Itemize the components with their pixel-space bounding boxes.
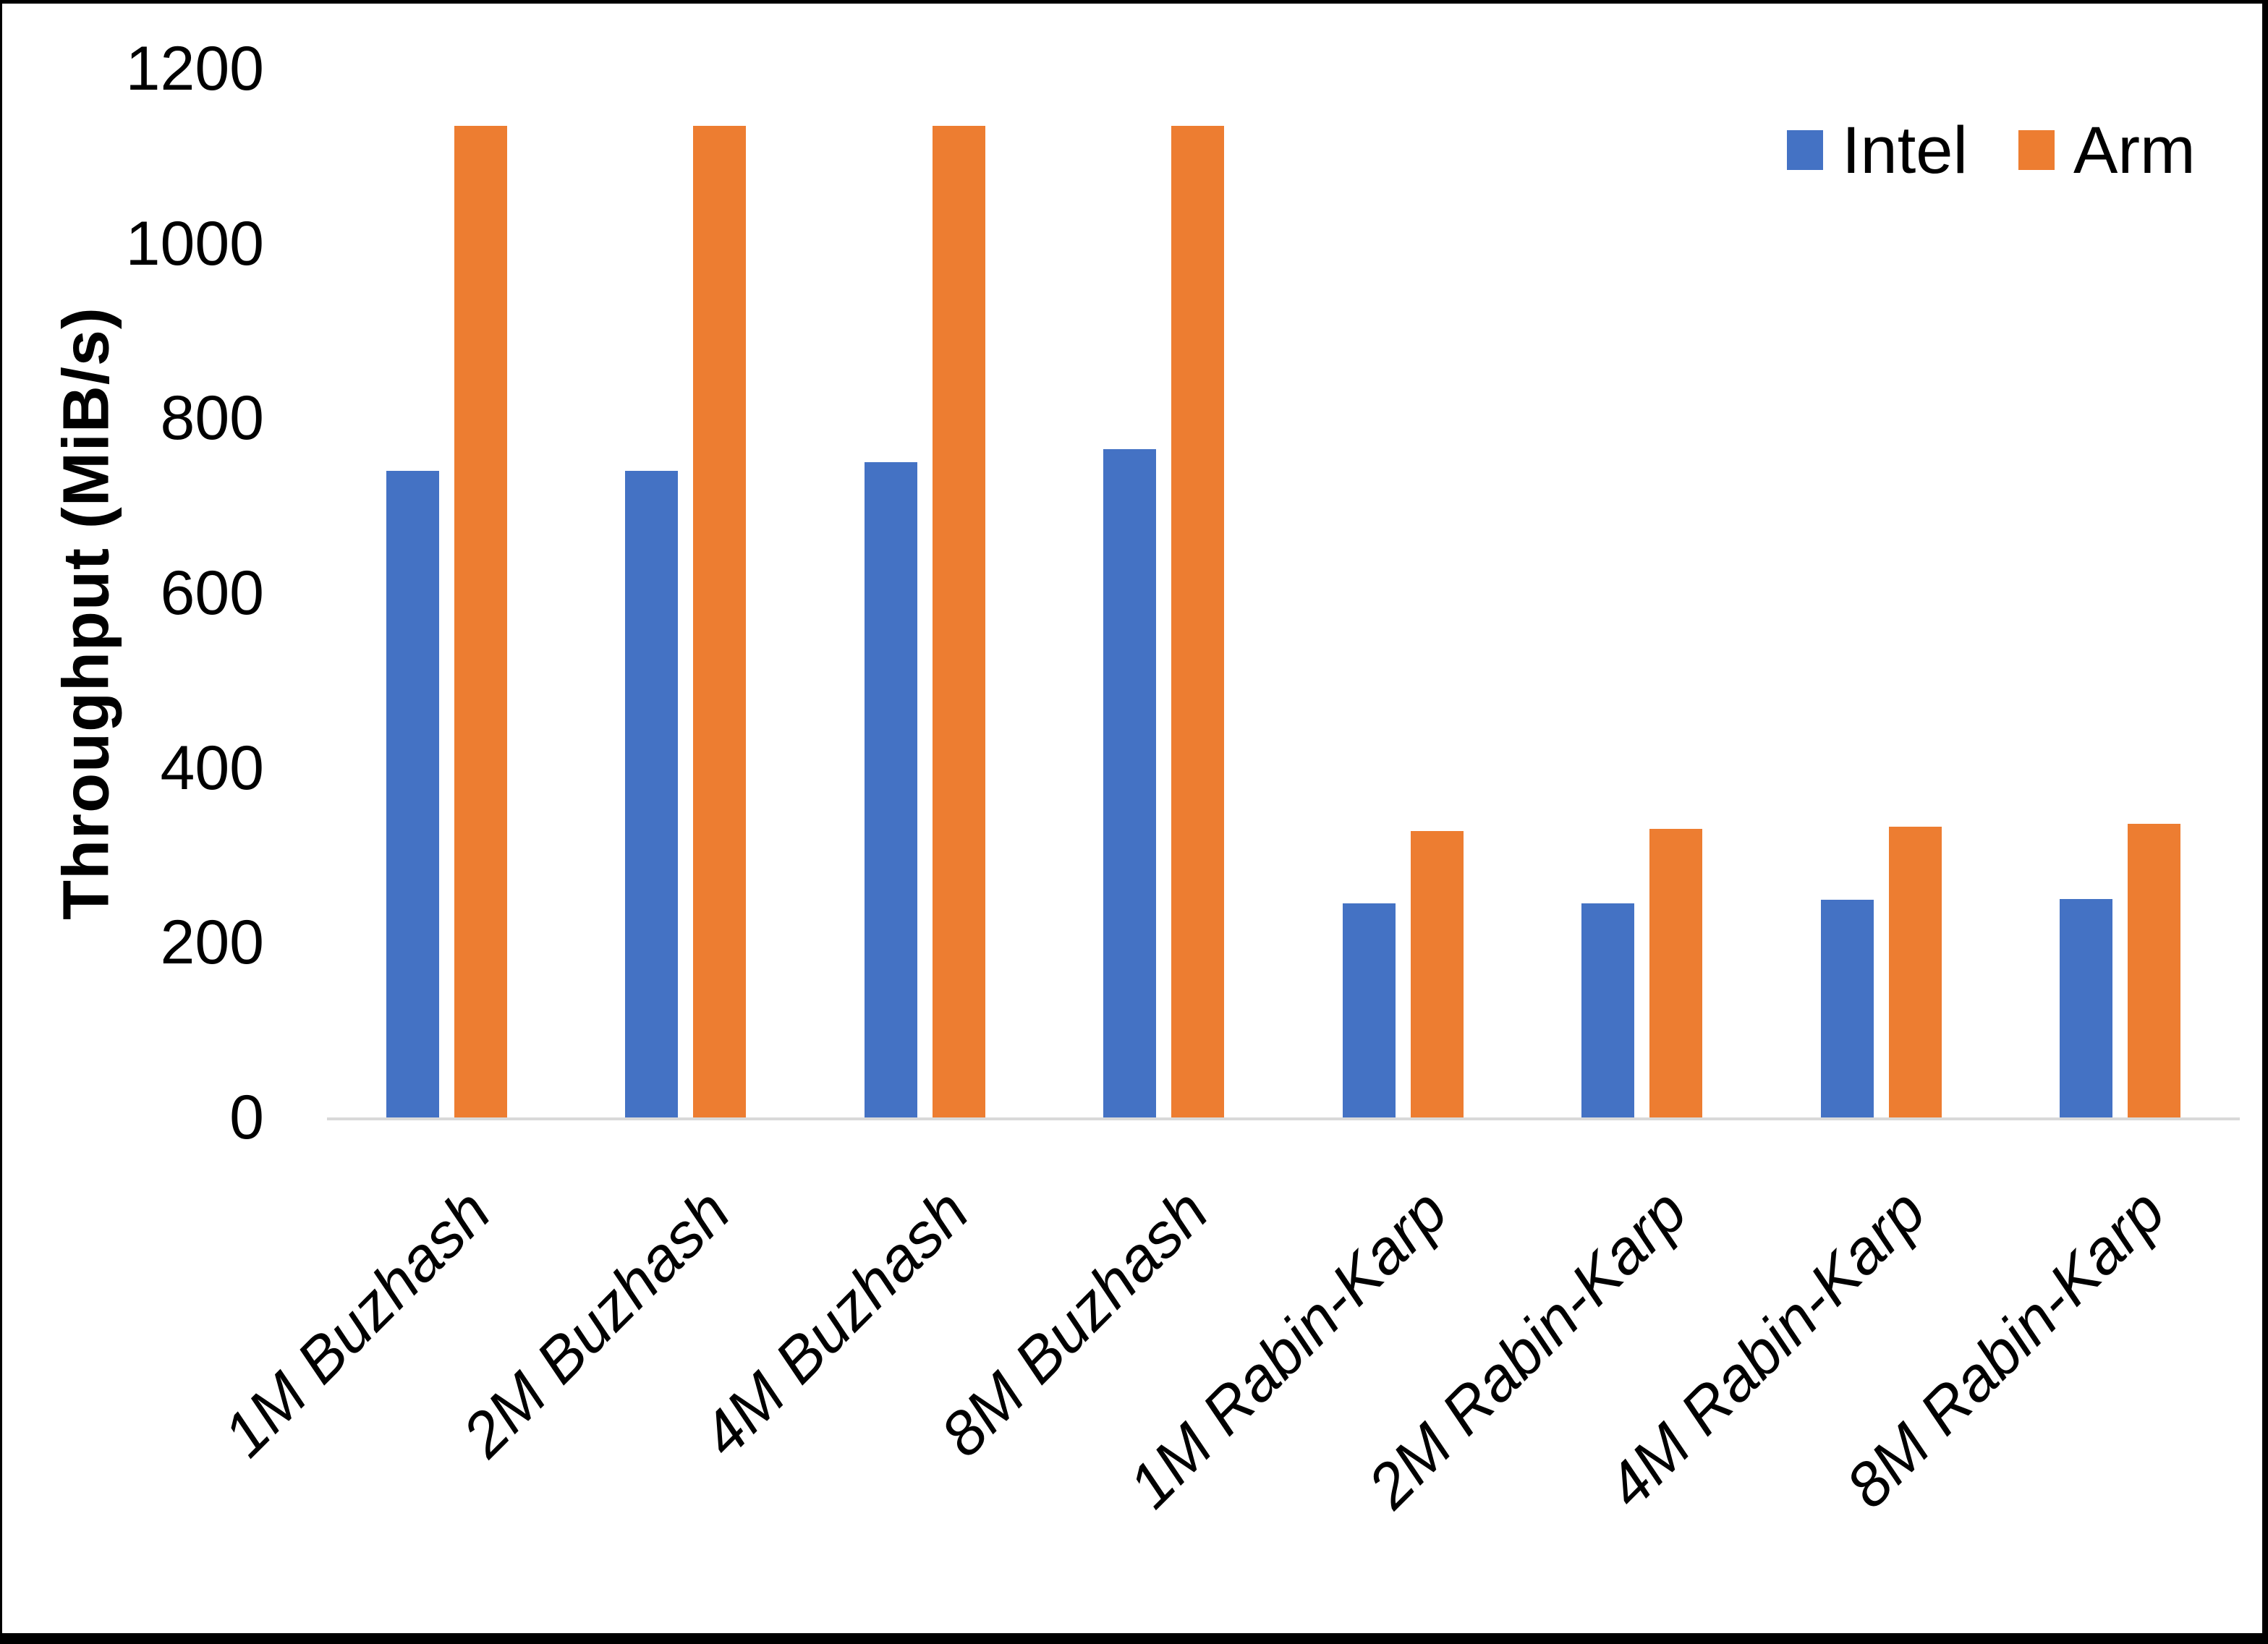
legend-item-arm: Arm <box>2018 116 2196 184</box>
bar-arm-8m-buzhash <box>1171 126 1224 1117</box>
legend-item-intel: Intel <box>1787 116 1968 184</box>
legend-label-arm: Arm <box>2073 113 2196 187</box>
bar-arm-2m-buzhash <box>693 126 746 1117</box>
y-axis-title: Throughput (MiB/s) <box>50 307 123 920</box>
bar-arm-4m-buzhash <box>933 126 985 1117</box>
legend-swatch-intel <box>1787 130 1823 170</box>
x-axis-line <box>327 1117 2240 1120</box>
legend: Intel Arm <box>0 116 2268 184</box>
y-tick-label: 800 <box>160 383 265 453</box>
legend-label-intel: Intel <box>1842 113 1968 187</box>
y-tick-label: 0 <box>229 1083 264 1152</box>
bar-arm-4m-rabin-karp <box>1889 827 1942 1117</box>
bar-intel-8m-rabin-karp <box>2060 899 2112 1117</box>
y-tick-label: 1200 <box>125 34 264 103</box>
bar-intel-1m-buzhash <box>386 471 439 1117</box>
bar-intel-4m-buzhash <box>865 462 917 1117</box>
y-tick-label: 400 <box>160 733 265 803</box>
bar-arm-8m-rabin-karp <box>2128 824 2180 1117</box>
legend-swatch-arm <box>2018 130 2055 170</box>
bar-arm-1m-rabin-karp <box>1411 831 1464 1117</box>
bar-arm-2m-rabin-karp <box>1649 829 1702 1117</box>
bar-intel-8m-buzhash <box>1103 449 1156 1117</box>
y-tick-label: 200 <box>160 908 265 978</box>
bar-intel-2m-rabin-karp <box>1581 903 1634 1117</box>
y-tick-label: 600 <box>160 558 265 628</box>
bar-intel-1m-rabin-karp <box>1343 903 1396 1117</box>
y-tick-label: 1000 <box>125 208 264 278</box>
bar-arm-1m-buzhash <box>454 126 507 1117</box>
bar-intel-4m-rabin-karp <box>1821 900 1874 1117</box>
bar-intel-2m-buzhash <box>625 471 678 1117</box>
